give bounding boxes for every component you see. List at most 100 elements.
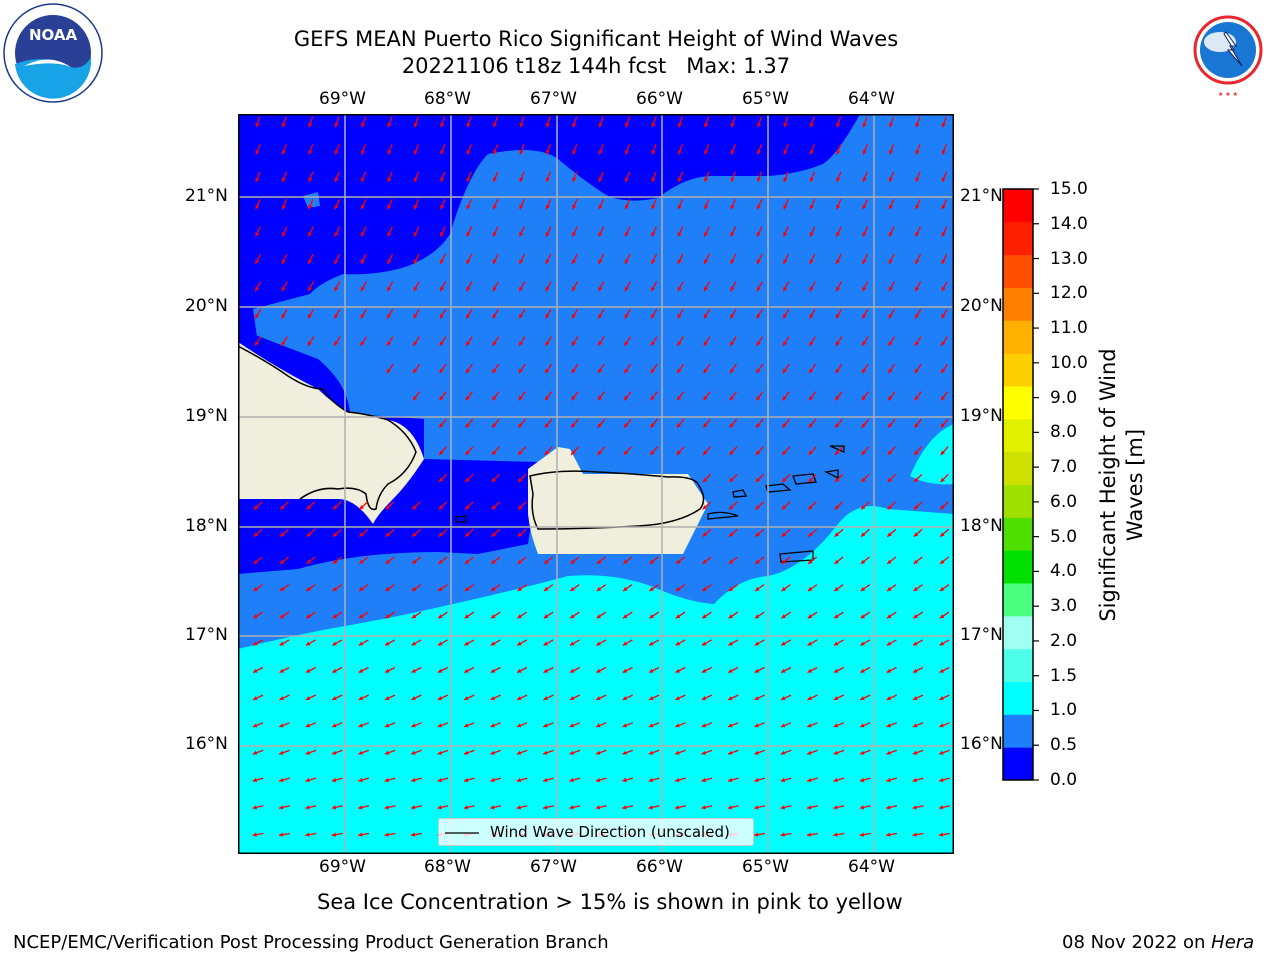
wave-vector-head [729, 450, 734, 455]
wave-vector-head [859, 805, 865, 810]
wave-vector-head [439, 368, 444, 374]
wave-vector-head [730, 177, 735, 182]
wave-vector-head [809, 286, 814, 292]
wave-vector-head [572, 314, 576, 319]
colorbar-segment [1003, 320, 1033, 354]
wave-vector-head [253, 614, 258, 619]
wave-vector-head [411, 668, 416, 673]
wave-vector-head [386, 505, 391, 510]
wave-vector-head [809, 368, 814, 374]
sea-ice-note: Sea Ice Concentration > 15% is shown in … [317, 890, 903, 914]
wave-vector-head [358, 696, 364, 700]
wave-vector-head [939, 696, 944, 700]
wave-vector-head [941, 259, 946, 264]
wave-vector-head [255, 177, 260, 182]
wave-vector-head [543, 805, 548, 810]
wave-vector-head [331, 777, 337, 783]
lon-label-bottom-66: 66°W [636, 857, 683, 877]
wave-vector-head [545, 122, 550, 128]
wave-vector-head [359, 559, 364, 564]
wave-vector-head [545, 395, 550, 401]
wave-vector-head [384, 805, 389, 810]
wave-vector-head [730, 204, 735, 210]
wave-vector-head [889, 232, 893, 237]
wave-vector-head [413, 286, 418, 292]
wave-vector-head [650, 368, 655, 374]
wave-vector-head [518, 477, 523, 483]
colorbar-tick-label: 1.0 [1050, 700, 1078, 721]
wave-vector-head [757, 259, 761, 264]
footer-right: 08 Nov 2022 on Hera [1062, 932, 1254, 953]
colorbar-segment [1003, 386, 1033, 420]
wave-vector-head [808, 532, 813, 537]
wave-vector-head [780, 750, 786, 755]
wave-vector-head [437, 696, 443, 700]
wave-vector-head [598, 232, 603, 237]
wave-vector-head [307, 341, 312, 346]
wave-vector-head [702, 559, 707, 564]
wave-vector-head [413, 232, 418, 237]
wave-vector-head [940, 559, 945, 564]
wave-vector-head [595, 805, 601, 810]
wave-vector-head [543, 750, 548, 755]
colorbar-label: Significant Height of Wind Waves [m] [1096, 348, 1147, 622]
wave-vector-head [701, 723, 707, 728]
wave-vector-head [305, 832, 310, 837]
wave-vector-head [280, 559, 285, 564]
national-weather-service-logo: ★ ★ ★ [1182, 4, 1274, 98]
wave-vector-head [755, 505, 760, 510]
wave-vector-head [862, 150, 867, 155]
wave-vector-head [490, 777, 495, 783]
wave-vector-head [834, 586, 839, 591]
lon-label-top-66: 66°W [636, 89, 683, 109]
wave-vector-head [385, 586, 390, 591]
wave-vector-head [255, 286, 260, 292]
wave-vector-head [518, 368, 523, 374]
wave-vector-head [755, 450, 761, 455]
wave-vector-head [491, 559, 496, 564]
wave-vector-head [491, 532, 496, 537]
wave-vector-head [334, 232, 339, 237]
wave-vector-head [648, 723, 654, 728]
wave-vector-head [387, 122, 392, 128]
wave-vector-head [332, 586, 338, 591]
wave-vector-head [387, 259, 392, 264]
wave-vector-head [889, 259, 893, 264]
footer-left: NCEP/EMC/Verification Post Processing Pr… [13, 932, 609, 953]
wave-vector-head [675, 614, 681, 619]
wave-vector-head [915, 204, 920, 210]
wave-vector-head [279, 668, 284, 673]
lat-label-left-17: 17°N [185, 625, 228, 645]
wave-vector-head [782, 505, 787, 510]
colorbar-segment [1003, 550, 1033, 584]
wave-vector-head [860, 586, 866, 591]
wave-vector-head [465, 395, 470, 401]
wave-vector-head [730, 259, 735, 264]
wave-vector-head [833, 668, 839, 673]
wave-vector-head [781, 614, 786, 619]
wave-vector-head [702, 614, 707, 619]
wave-vector-head [782, 450, 787, 455]
wave-vector-head [648, 805, 653, 810]
wave-vector-head [517, 614, 522, 619]
wave-vector-head [889, 150, 894, 155]
wave-vector-head [754, 777, 759, 783]
wave-vector-head [545, 150, 550, 155]
wave-vector-head [862, 232, 867, 237]
wave-vector-head [886, 696, 892, 700]
map-frame [238, 114, 954, 854]
wave-vector-head [465, 423, 470, 428]
wave-vector-head [385, 641, 390, 646]
wave-vector-head [701, 777, 706, 783]
wave-vector-head [701, 668, 707, 673]
wave-vector-head [809, 150, 814, 155]
wave-vector-head [729, 505, 734, 510]
wave-vector-head [543, 723, 548, 728]
wave-vector-head [914, 505, 919, 510]
wave-vector-head [835, 341, 840, 346]
colorbar-tick-label: 0.5 [1050, 735, 1078, 756]
wave-vector-head [491, 505, 496, 510]
wave-vector-head [704, 204, 709, 210]
wave-vector-head [728, 750, 733, 755]
wave-vector-head [385, 532, 391, 537]
